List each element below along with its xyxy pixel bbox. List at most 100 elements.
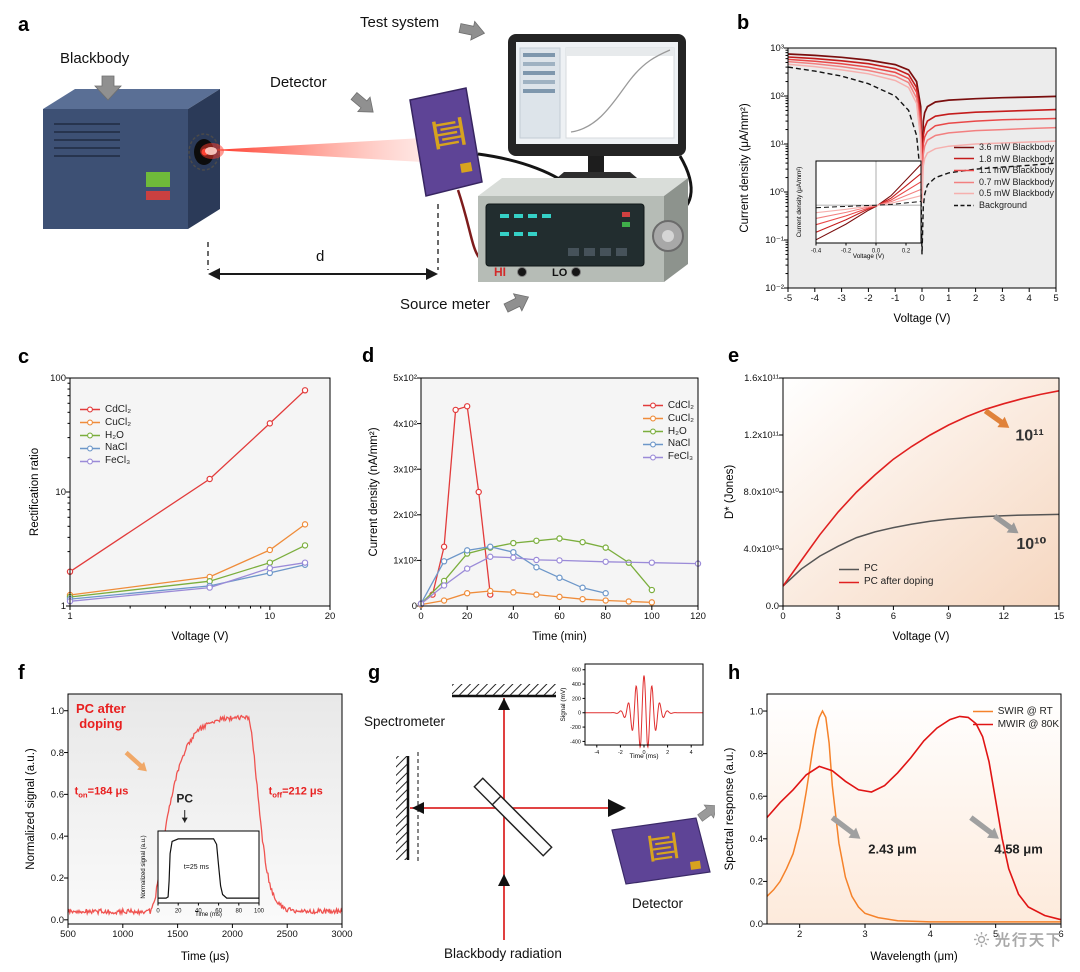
svg-text:10⁻²: 10⁻² [765,283,784,294]
svg-text:Time (μs): Time (μs) [181,951,230,963]
panel-h: h 2 3 4 5 6 0.0 0.2 0.4 0.6 0.8 1.0 2.43 μm 4.58 μm W… [715,658,1080,972]
watermark: 光行天下 [973,929,1063,950]
monitor [508,34,686,184]
hi-terminal-label: HI [494,265,506,279]
svg-text:1: 1 [61,601,66,612]
lo-terminal-label: LO [552,267,568,279]
panel-b: b -0.4 -0.2 0.0 0.2 Voltage (V) Current densi… [700,6,1078,338]
svg-text:15: 15 [1054,611,1065,622]
svg-text:80: 80 [600,611,611,622]
svg-text:2000: 2000 [222,929,243,940]
svg-text:3: 3 [1000,293,1005,304]
svg-text:80: 80 [235,909,242,915]
panel-a: a [8,4,700,334]
svg-text:4x10²: 4x10² [393,419,417,430]
panel-label-b: b [737,12,750,34]
svg-text:0.0: 0.0 [750,919,763,930]
svg-text:0: 0 [156,909,160,915]
spectrometer-label: Spectrometer [364,714,446,729]
lo-jack [571,267,581,277]
panel-e: e 0 3 6 9 12 15 0.0 4.0x10¹⁰ 8.0x10¹⁰ 1.2x10¹¹ 1.6… [715,342,1080,652]
svg-text:4: 4 [928,929,933,940]
svg-text:100: 100 [644,611,660,622]
svg-text:0: 0 [418,611,423,622]
panel-g: g [360,658,715,972]
svg-text:Voltage (V): Voltage (V) [893,631,950,643]
svg-text:Wavelength (μm): Wavelength (μm) [870,951,958,963]
panel-label-g: g [368,662,381,684]
svg-text:-0.2: -0.2 [841,249,852,255]
svg-text:0: 0 [642,750,645,756]
panel-label-f: f [18,662,25,684]
svg-text:20: 20 [462,611,473,622]
svg-text:10: 10 [55,487,66,498]
svg-text:2500: 2500 [277,929,298,940]
svg-text:3000: 3000 [331,929,352,940]
svg-text:2.43 μm: 2.43 μm [868,842,916,857]
svg-text:1.2x10¹¹: 1.2x10¹¹ [744,430,779,441]
svg-text:Current density (μA/mm²): Current density (μA/mm²) [796,167,803,238]
svg-text:5x10²: 5x10² [393,373,417,384]
svg-text:Voltage (V): Voltage (V) [894,313,951,325]
svg-text:Time (min): Time (min) [532,631,587,643]
svg-text:-4: -4 [594,750,599,756]
svg-text:1x10²: 1x10² [393,556,417,567]
svg-text:-0.4: -0.4 [811,249,822,255]
svg-text:10¹⁰: 10¹⁰ [1016,536,1046,553]
svg-text:9: 9 [946,611,951,622]
svg-text:2x10²: 2x10² [393,510,417,521]
svg-text:Voltage (V): Voltage (V) [853,253,884,260]
svg-text:2: 2 [797,929,802,940]
svg-text:4.58 μm: 4.58 μm [994,842,1042,857]
iv-curves-chart: -0.4 -0.2 0.0 0.2 Voltage (V) Current density… [739,43,1059,325]
svg-text:1: 1 [946,293,951,304]
svg-text:400: 400 [572,682,581,688]
svg-text:10¹: 10¹ [770,139,784,150]
panel-label-e: e [728,345,740,367]
svg-text:0.2: 0.2 [51,873,64,884]
svg-text:4: 4 [1027,293,1032,304]
panel-label-h: h [728,662,741,684]
response-time-chart: 0 20 40 60 80 100 t=25 ms Time (ms) Normalized s… [22,684,354,964]
panel-d: d 0 20 40 60 80 100 120 0 1x10² 2x10² 3x10² 4x10² 5x… [355,342,715,652]
svg-text:10³: 10³ [770,43,784,54]
svg-text:0.0: 0.0 [766,601,779,612]
svg-text:-200: -200 [570,725,581,731]
svg-text:toff=212 μs: toff=212 μs [269,785,323,799]
svg-text:2: 2 [973,293,978,304]
doping-time-chart: 0 20 40 60 80 100 120 0 1x10² 2x10² 3x10² 4x10² 5x10… [368,373,706,643]
svg-text:0: 0 [780,611,785,622]
source-meter-label: Source meter [400,296,491,313]
panel-c: c 1 10 20 1 10 100 Voltage (V) Rectification ra… [10,342,355,652]
svg-text:Normalized signal (a.u.): Normalized signal (a.u.) [25,748,37,870]
svg-text:Voltage (V): Voltage (V) [172,631,229,643]
screen-curve [570,49,671,133]
svg-text:Time (ms): Time (ms) [629,753,658,760]
spectrometer-schematic [396,684,715,940]
svg-text:0.0: 0.0 [51,915,64,926]
button-row [568,248,627,256]
pointer-arrow-icon [697,804,715,822]
apparatus-schematic: HI LO [43,20,693,313]
svg-text:-400: -400 [570,739,581,745]
svg-text:5: 5 [993,929,998,940]
red-label [146,191,170,200]
rectification-ratio-chart: 1 10 20 1 10 100 Voltage (V) Rectification rati… [29,373,336,643]
svg-text:-2: -2 [864,293,872,304]
svg-text:0.2: 0.2 [750,877,763,888]
panel-f: f 0 20 40 60 80 100 t=25 ms Time (ms) Normalized… [10,658,360,972]
svg-text:0.4: 0.4 [750,834,763,845]
svg-text:Current density (nA/mm²): Current density (nA/mm²) [368,427,380,556]
detector-label: Detector [270,74,327,91]
svg-text:1.0: 1.0 [51,706,64,717]
pointer-arrow-icons [94,20,530,313]
detector-chip-g [611,817,711,885]
panel-label-d: d [362,345,375,367]
blackbody-label: Blackbody [60,50,130,67]
svg-text:-3: -3 [837,293,845,304]
svg-text:0.8: 0.8 [51,748,64,759]
svg-text:40: 40 [508,611,519,622]
svg-text:0.8: 0.8 [750,749,763,760]
svg-text:1: 1 [67,611,72,622]
svg-text:Normalized signal (a.u.): Normalized signal (a.u.) [141,835,147,898]
